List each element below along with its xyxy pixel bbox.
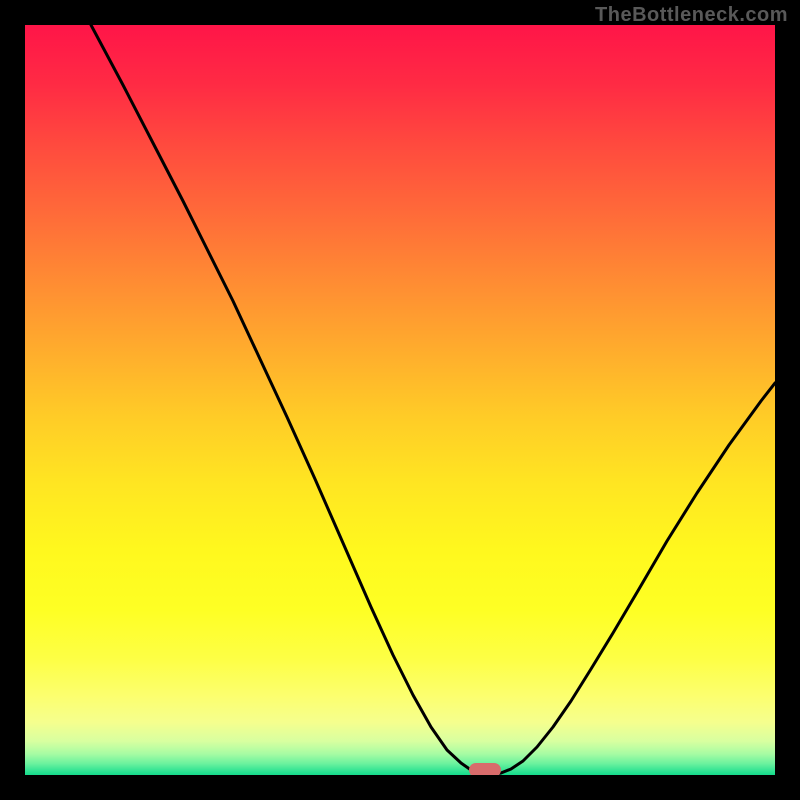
optimal-point-marker: [469, 763, 501, 775]
watermark-text: TheBottleneck.com: [595, 4, 788, 27]
bottleneck-curve: [25, 25, 775, 775]
plot-area: [25, 25, 775, 775]
